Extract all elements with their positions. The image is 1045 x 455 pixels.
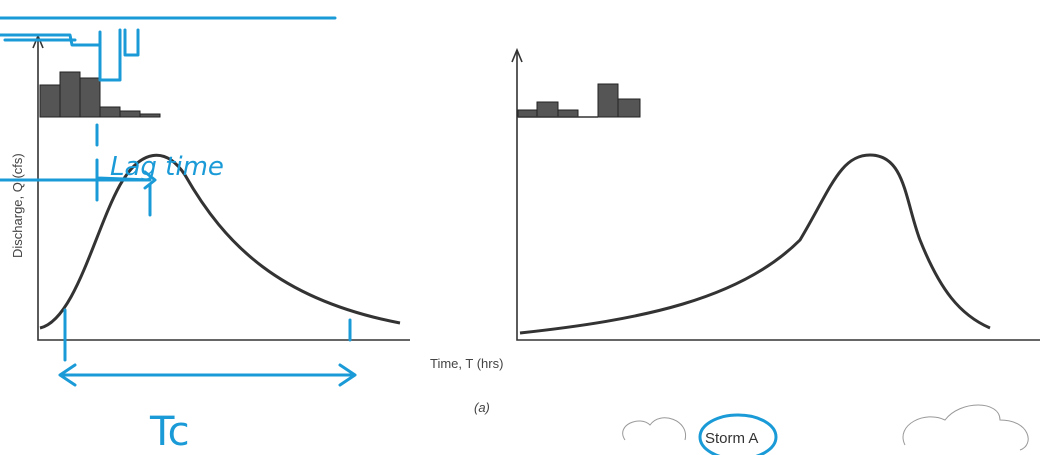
rain-bar (558, 110, 578, 117)
tc-label: Tc (149, 409, 190, 455)
cloud (623, 418, 686, 440)
rain-bar (120, 111, 140, 117)
rain-bar (100, 107, 120, 117)
rain-bar (518, 110, 537, 117)
rain-bar (537, 102, 558, 117)
rain-bar (60, 72, 80, 117)
diagram: Discharge, Q (cfs) Time, T (hrs) (a) Sto… (0, 0, 1045, 455)
scribble (0, 18, 335, 80)
hydrograph (520, 155, 990, 333)
panel-label: (a) (474, 400, 490, 415)
handwriting: Lag time Tc (0, 18, 776, 455)
right-panel: Storm A (512, 50, 1040, 450)
tc-arrow (60, 310, 355, 385)
rain-bar (80, 78, 100, 117)
rain-bar (598, 84, 618, 117)
y-axis-label: Discharge, Q (cfs) (10, 153, 25, 258)
cloud (903, 405, 1028, 450)
left-panel: Discharge, Q (cfs) Time, T (hrs) (a) (10, 36, 503, 415)
rain-bar (140, 114, 160, 117)
lag-time-label: Lag time (110, 152, 224, 182)
rain-bar (40, 85, 60, 117)
x-axis-label: Time, T (hrs) (430, 356, 503, 371)
rain-bar (618, 99, 640, 117)
right-axes (517, 50, 1040, 340)
storm-label: Storm A (705, 430, 758, 447)
